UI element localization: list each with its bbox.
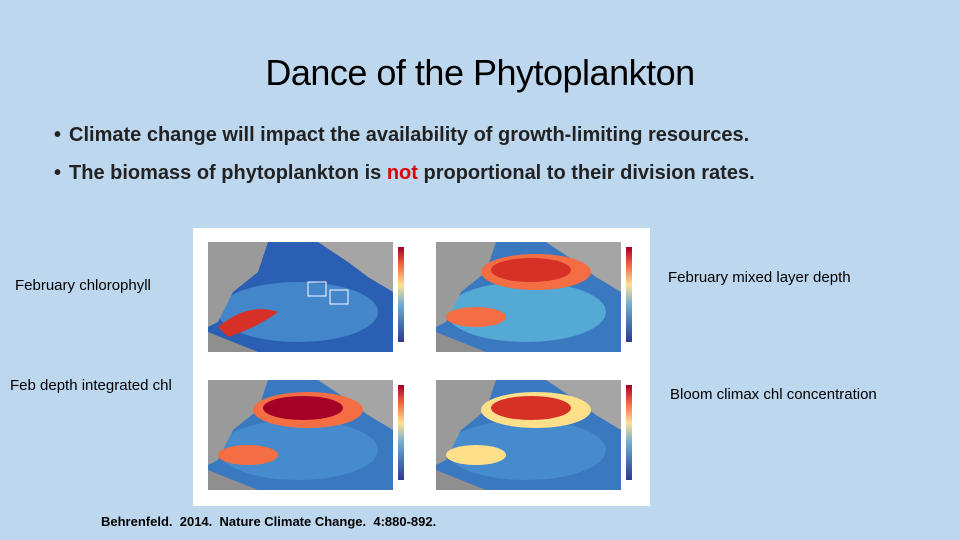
- map-shape: [208, 332, 258, 352]
- map-figure: [193, 228, 650, 506]
- map-shape: [446, 282, 606, 342]
- map-shape: [436, 380, 496, 465]
- map-shape: [307, 281, 327, 297]
- map-shape: [329, 289, 349, 305]
- map-shape: [436, 470, 486, 490]
- map-panel: [208, 242, 404, 352]
- map-shape: [208, 380, 268, 465]
- map-shape: [398, 247, 404, 342]
- map-shape: [436, 242, 496, 327]
- map-shape: [398, 385, 404, 480]
- map-shape: [218, 420, 378, 480]
- map-shape: [318, 242, 393, 292]
- citation: Behrenfeld. 2014. Nature Climate Change.…: [101, 514, 437, 529]
- figure-label: Feb depth integrated chl: [10, 377, 172, 394]
- bullet-text: The biomass of phytoplankton is: [69, 162, 387, 184]
- map-shape: [218, 445, 278, 465]
- map-shape: [436, 332, 486, 352]
- bullet-list: Climate change will impact the availabil…: [54, 120, 755, 196]
- highlight: not: [386, 162, 418, 184]
- map-shape: [218, 309, 278, 337]
- map-shape: [491, 258, 571, 282]
- map-panel: [436, 380, 632, 490]
- map-shape: [446, 420, 606, 480]
- bullet: The biomass of phytoplankton is not prop…: [54, 158, 755, 196]
- figure-label: February mixed layer depth: [668, 269, 851, 286]
- map-panel: [436, 242, 632, 352]
- map-panel: [208, 380, 404, 490]
- map-shape: [263, 396, 343, 420]
- map-shape: [491, 396, 571, 420]
- map-shape: [218, 282, 378, 342]
- figure-label: Bloom climax chl concentration: [670, 386, 877, 403]
- figure-label: February chlorophyll: [15, 277, 151, 294]
- map-shape: [208, 242, 268, 327]
- map-shape: [208, 470, 258, 490]
- bullet-text: Climate change will impact the availabil…: [69, 124, 750, 146]
- map-shape: [626, 247, 632, 342]
- slide-title: Dance of the Phytoplankton: [265, 52, 695, 93]
- map-shape: [446, 445, 506, 465]
- map-shape: [446, 307, 506, 327]
- bullet-text: proportional to their division rates.: [417, 162, 755, 184]
- bullet: Climate change will impact the availabil…: [54, 120, 755, 158]
- map-shape: [626, 385, 632, 480]
